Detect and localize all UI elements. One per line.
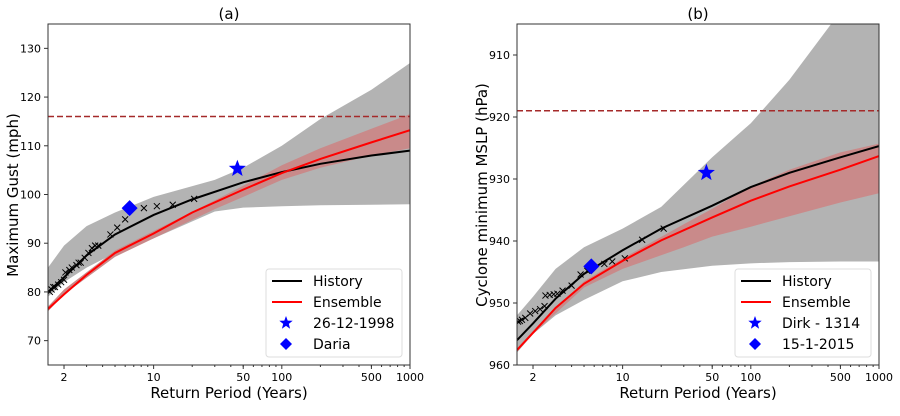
panel-a-xlabel: Return Period (Years) bbox=[150, 384, 307, 402]
observation-cross-marker bbox=[121, 215, 129, 223]
x-tick-label: 10 bbox=[147, 371, 161, 384]
x-tick-label: 1000 bbox=[865, 371, 893, 384]
observation-cross-marker bbox=[531, 307, 539, 315]
y-tick-label: 910 bbox=[489, 49, 510, 62]
legend: History Ensemble 26-12-1998 Daria bbox=[265, 268, 403, 358]
history-confidence-band bbox=[48, 62, 410, 297]
history-line bbox=[48, 149, 410, 293]
legend-label: History bbox=[313, 274, 363, 290]
event-diamond-marker bbox=[121, 200, 138, 217]
panel-a-ylabel: Maximum Gust (mph) bbox=[4, 113, 22, 277]
y-tick-label: 950 bbox=[489, 297, 510, 310]
history-line bbox=[517, 145, 879, 341]
ensemble-confidence-band bbox=[517, 143, 879, 352]
event-star-marker bbox=[697, 163, 715, 181]
observation-cross-marker bbox=[518, 316, 526, 324]
legend-label: Ensemble bbox=[313, 295, 382, 311]
panel-b-ylabel: Cyclone minimum MSLP (hPa) bbox=[473, 83, 491, 307]
ensemble-line bbox=[48, 129, 410, 310]
legend-diamond-icon bbox=[749, 338, 761, 350]
observation-cross-marker bbox=[68, 264, 76, 271]
y-tick-label: 100 bbox=[20, 189, 41, 202]
y-tick-label: 940 bbox=[489, 235, 510, 248]
x-tick-label: 500 bbox=[830, 371, 851, 384]
legend-box bbox=[734, 268, 872, 358]
observation-cross-marker bbox=[536, 305, 544, 313]
x-tick-label: 50 bbox=[236, 371, 250, 384]
legend-label: Ensemble bbox=[782, 295, 851, 311]
legend-label: 26-12-1998 bbox=[313, 316, 394, 332]
y-tick-label: 930 bbox=[489, 173, 510, 186]
x-tick-label: 2 bbox=[61, 371, 68, 384]
plot-area bbox=[48, 62, 410, 312]
observation-cross-marker bbox=[608, 258, 616, 265]
x-tick-label: 100 bbox=[740, 371, 761, 384]
panel-a-title: (a) bbox=[219, 5, 240, 23]
observation-cross-marker bbox=[77, 259, 85, 267]
x-tick-label: 10 bbox=[616, 371, 630, 384]
panel-b-title: (b) bbox=[687, 5, 708, 23]
panel-b: (b) Return Period (Years) Cyclone minimu… bbox=[473, 5, 893, 402]
legend-diamond-icon bbox=[280, 338, 292, 350]
legend-label: Daria bbox=[313, 337, 351, 353]
plot-area bbox=[517, 24, 879, 353]
y-tick-label: 90 bbox=[27, 237, 41, 250]
legend-star-icon bbox=[748, 316, 762, 329]
event-star-marker bbox=[228, 159, 246, 176]
observation-cross-marker bbox=[559, 287, 566, 294]
y-tick-label: 920 bbox=[489, 111, 510, 124]
x-tick-label: 1000 bbox=[396, 371, 424, 384]
legend-label: Dirk - 1314 bbox=[782, 316, 860, 332]
observation-cross-marker bbox=[577, 271, 584, 278]
y-tick-label: 80 bbox=[27, 286, 41, 299]
y-tick-label: 120 bbox=[20, 91, 41, 104]
event-diamond-marker bbox=[583, 258, 600, 275]
y-tick-label: 110 bbox=[20, 140, 41, 153]
y-tick-label: 960 bbox=[489, 359, 510, 372]
legend-label: 15-1-2015 bbox=[782, 337, 854, 353]
x-tick-label: 2 bbox=[530, 371, 537, 384]
legend-star-icon bbox=[279, 316, 293, 329]
observation-cross-marker bbox=[517, 318, 522, 325]
legend-label: History bbox=[782, 274, 832, 290]
plot-frame bbox=[516, 23, 880, 366]
ensemble-line bbox=[517, 155, 879, 351]
panel-b-xlabel: Return Period (Years) bbox=[619, 384, 776, 402]
y-tick-label: 130 bbox=[20, 42, 41, 55]
panel-a: (a) Return Period (Years) Maximum Gust (… bbox=[4, 5, 424, 402]
y-tick-label: 70 bbox=[27, 335, 41, 348]
observation-cross-marker bbox=[526, 310, 534, 317]
observation-cross-marker bbox=[60, 276, 68, 284]
legend: History Ensemble Dirk - 1314 15-1-2015 bbox=[734, 268, 872, 358]
legend-box bbox=[265, 268, 403, 358]
x-tick-label: 100 bbox=[271, 371, 292, 384]
observation-cross-marker bbox=[140, 204, 148, 212]
x-tick-label: 50 bbox=[705, 371, 719, 384]
observation-cross-marker bbox=[113, 224, 121, 231]
observation-cross-marker bbox=[153, 202, 161, 210]
x-tick-label: 500 bbox=[361, 371, 382, 384]
